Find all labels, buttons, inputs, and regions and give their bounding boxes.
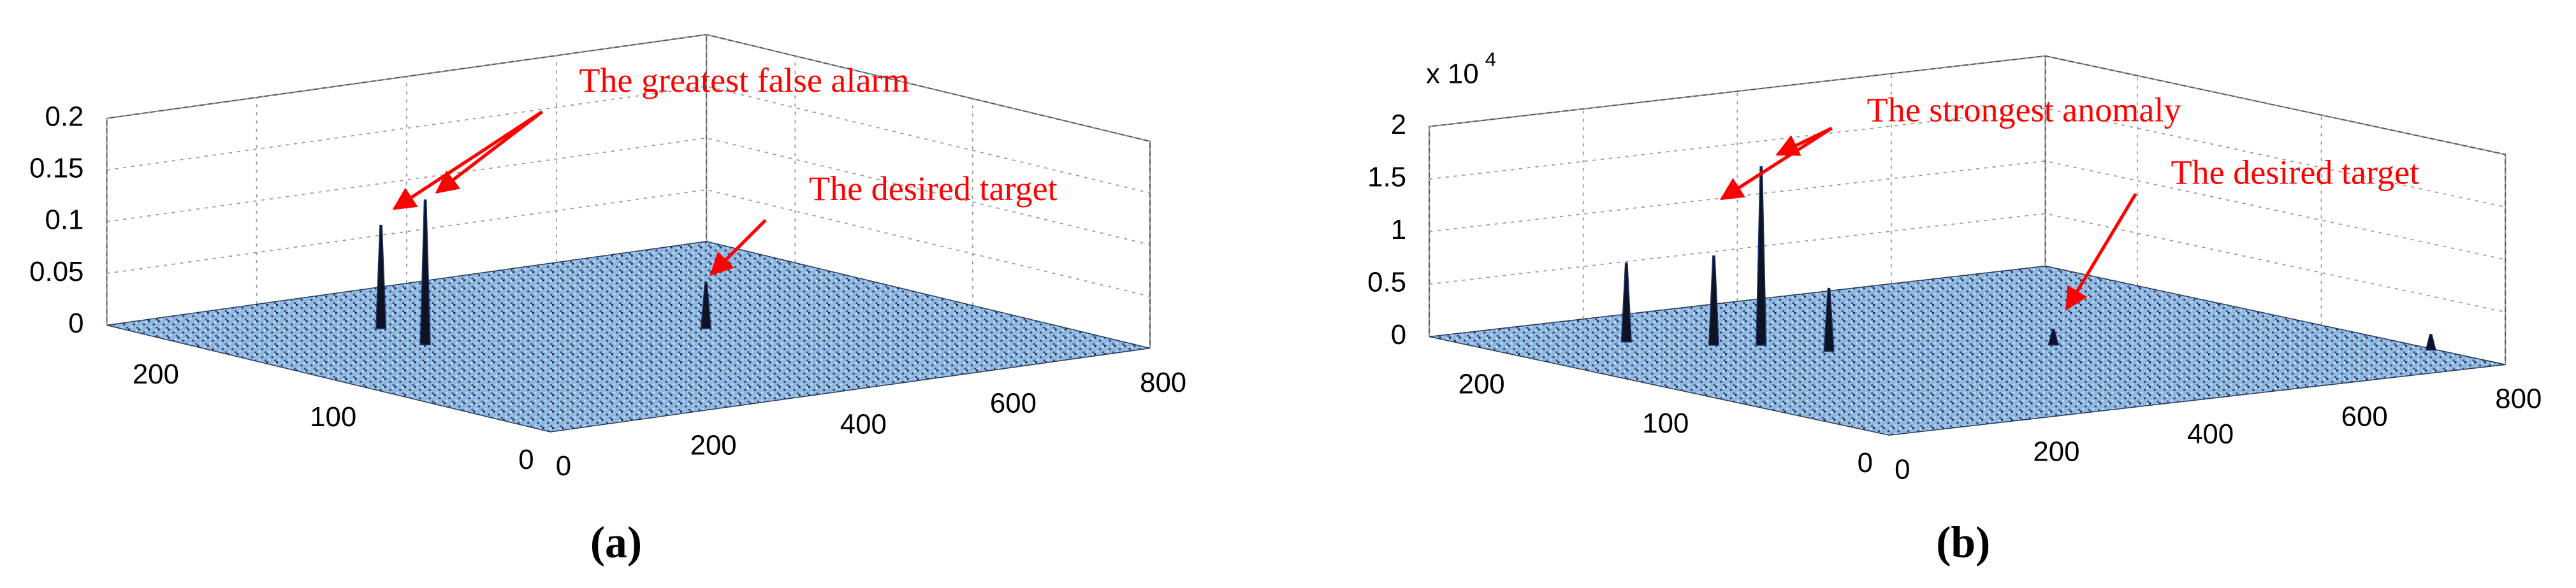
- x-tick-label: 0: [1895, 454, 1910, 485]
- x-tick-label: 200: [690, 429, 737, 461]
- y-tick-label: 100: [310, 401, 356, 433]
- y-tick-label: 0: [1858, 447, 1873, 478]
- annotation: The desired target: [809, 169, 1058, 208]
- annotation-arrow: [1775, 126, 1833, 156]
- x-tick-label: 600: [2341, 401, 2388, 432]
- y-tick-label: 100: [1642, 408, 1689, 439]
- grid-line: [1429, 213, 2506, 313]
- peak: [1823, 287, 1835, 352]
- y-tick-label: 0: [518, 444, 534, 475]
- annotation: The strongest anomaly: [1867, 90, 2181, 129]
- annotation-arrow: [435, 110, 544, 194]
- grid-line: [1429, 108, 2506, 208]
- x-tick-label: 800: [2495, 384, 2542, 415]
- offset-exponent: 4: [1485, 48, 1496, 71]
- z-tick-label: 0.5: [1367, 267, 1406, 298]
- peak: [375, 224, 387, 329]
- caption: (b): [1936, 518, 1990, 567]
- surface: [1429, 265, 2506, 436]
- x-tick-label: 200: [2033, 436, 2079, 468]
- peak: [1708, 255, 1720, 346]
- annotation-arrow: [709, 219, 767, 276]
- x-tick-label: 600: [990, 388, 1037, 419]
- y-tick-label: 200: [133, 359, 179, 390]
- peak: [700, 281, 712, 329]
- z-tick-label: 0.1: [45, 204, 84, 236]
- peak: [2425, 334, 2436, 351]
- grid-line: [1429, 160, 2506, 261]
- z-tick-label: 2: [1391, 109, 1406, 140]
- z-tick-label: 1: [1391, 214, 1406, 245]
- z-tick-label: 0: [1391, 319, 1406, 350]
- peak: [1756, 166, 1767, 346]
- annotation: The greatest false alarm: [579, 61, 909, 99]
- annotation-arrow: [1719, 127, 1833, 201]
- peak: [2048, 329, 2059, 346]
- annotation-arrow: [392, 110, 543, 210]
- x-tick-label: 800: [1140, 367, 1186, 398]
- z-tick-label: 0.2: [45, 101, 84, 132]
- offset-text: x 10: [1426, 58, 1479, 89]
- z-tick-label: 1.5: [1367, 162, 1406, 193]
- grid-line: [1429, 55, 2506, 155]
- z-tick-label: 0.15: [29, 153, 84, 184]
- panel-b: The strongest anomaly The desired target…: [1367, 48, 2542, 568]
- x-tick-label: 0: [556, 450, 571, 482]
- y-tick-label: 200: [1459, 368, 1505, 399]
- z-tick-label: 0: [68, 308, 84, 339]
- peak: [419, 199, 431, 346]
- x-tick-label: 400: [2187, 419, 2234, 450]
- x-tick-label: 400: [840, 409, 887, 440]
- caption: (a): [590, 518, 642, 567]
- annotation: The desired target: [2171, 153, 2419, 191]
- panel-a: The greatest false alarm The desired tar…: [29, 34, 1186, 567]
- peak: [1620, 262, 1632, 343]
- annotation-arrow: [2065, 192, 2137, 311]
- surface: [106, 241, 1151, 433]
- z-tick-label: 0.05: [29, 256, 84, 287]
